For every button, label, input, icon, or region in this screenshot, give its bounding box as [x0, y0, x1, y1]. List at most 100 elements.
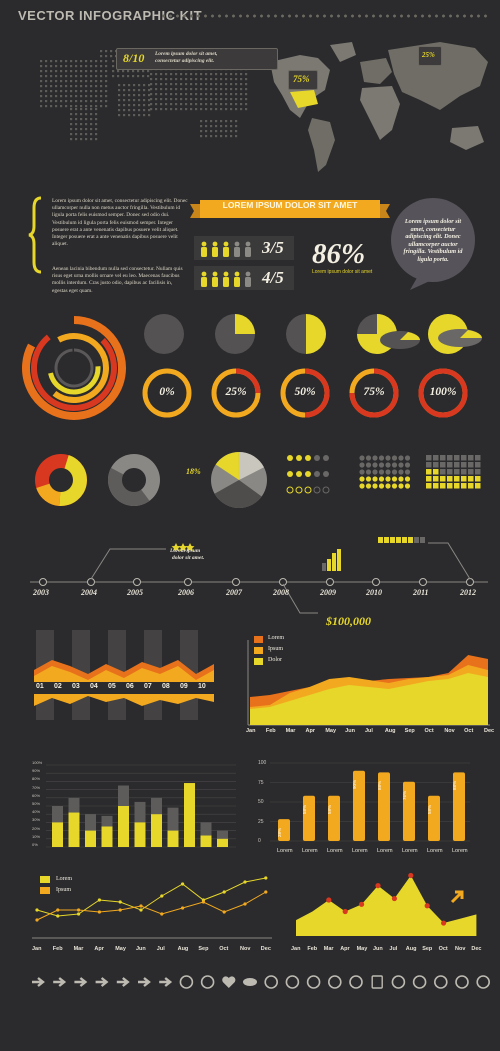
- person-body: [234, 247, 240, 257]
- map-dot: [45, 70, 48, 73]
- line-x-label: Sep: [198, 946, 209, 952]
- line-point: [118, 900, 122, 904]
- dot-grid-cell: [398, 476, 404, 482]
- map-dot: [55, 65, 58, 68]
- map-dot: [90, 108, 93, 111]
- map-dot: [165, 93, 168, 96]
- square-grid-cell: [454, 476, 460, 482]
- map-dot: [240, 93, 243, 96]
- person-body: [245, 277, 251, 287]
- map-dot: [200, 135, 203, 138]
- grid-icon: [296, 471, 302, 477]
- exclamation-icon: [433, 975, 448, 989]
- grid-icon: [323, 455, 329, 461]
- map-dot: [235, 83, 238, 86]
- map-dot: [45, 80, 48, 83]
- map-dot: [90, 100, 93, 103]
- map-dot: [230, 83, 233, 86]
- map-dot: [100, 60, 103, 63]
- map-dot: [90, 113, 93, 116]
- map-dot: [170, 103, 173, 106]
- dot-grid-cell: [385, 462, 391, 468]
- map-dot: [75, 123, 78, 126]
- legend-label: Lorem: [268, 635, 284, 641]
- bar-value-label: 90%: [352, 779, 357, 789]
- pie-3d-slice: [400, 332, 420, 340]
- square-grid-cell: [426, 483, 432, 489]
- dot-grid-cell: [391, 469, 398, 475]
- map-dot: [105, 50, 108, 53]
- map-dot: [60, 70, 63, 73]
- front-bar: [200, 835, 212, 847]
- area-x-label: 02: [54, 683, 62, 690]
- timeline-year: 2012: [460, 588, 476, 597]
- map-dot: [180, 108, 183, 111]
- map-dot: [220, 120, 223, 123]
- area-x-label: 08: [162, 683, 170, 690]
- map-dot: [112, 75, 115, 78]
- bar-category-label: Lorem: [327, 848, 343, 854]
- line-x-label: Oct: [219, 946, 229, 952]
- map-dot: [75, 133, 78, 136]
- map-dot: [200, 125, 203, 128]
- map-dot: [133, 84, 136, 87]
- square-grid-cell: [440, 469, 446, 475]
- mini-bar: [337, 549, 341, 571]
- map-dot: [235, 120, 238, 123]
- map-dot: [123, 99, 126, 102]
- bar-category-label: Lorem: [352, 848, 368, 854]
- map-dot: [55, 85, 58, 88]
- map-dot: [40, 80, 43, 83]
- arrow-right-thin-icon: [74, 977, 88, 987]
- map-dot: [70, 113, 73, 116]
- map-dot: [245, 83, 248, 86]
- map-dot: [65, 85, 68, 88]
- square-grid-cell: [461, 476, 467, 482]
- map-dot: [225, 130, 228, 133]
- map-dot: [70, 90, 73, 93]
- map-dot: [225, 125, 228, 128]
- map-dot: [45, 85, 48, 88]
- bar-category-label: Lorem: [377, 848, 393, 854]
- map-dot: [65, 105, 68, 108]
- timeline-node: [372, 578, 380, 586]
- map-dot: [160, 108, 163, 111]
- timeline-node: [87, 578, 95, 586]
- square-grid-cell: [426, 455, 432, 461]
- map-dot: [60, 95, 63, 98]
- map-dot: [65, 60, 68, 63]
- map-dot: [215, 130, 218, 133]
- south-america-shape: [308, 118, 335, 172]
- square-grid-cell: [461, 455, 467, 461]
- area-x-label: Sep: [404, 728, 415, 734]
- dot-grid-cell: [398, 455, 404, 461]
- dot-grid-cell: [391, 455, 398, 461]
- map-dot: [95, 100, 98, 103]
- map-dot: [50, 75, 53, 78]
- line-x-label: Aug: [177, 946, 189, 952]
- map-dot: [65, 100, 68, 103]
- map-dot: [112, 70, 115, 73]
- square-grid-cell: [454, 455, 460, 461]
- square-grid-cell: [433, 462, 439, 468]
- map-dot: [230, 93, 233, 96]
- legend-swatch: [40, 876, 50, 883]
- map-dot: [215, 135, 218, 138]
- person-head: [245, 241, 251, 247]
- area-x-label: Jun: [345, 728, 355, 734]
- map-dot: [225, 98, 228, 101]
- map-dot: [195, 78, 198, 81]
- area-x-label: Jun: [373, 946, 383, 952]
- ratio-2: 4/5: [262, 268, 284, 287]
- map-dot: [180, 78, 183, 81]
- map-dot: [235, 125, 238, 128]
- map-dot: [70, 100, 73, 103]
- map-dot: [100, 85, 103, 88]
- map-dot: [137, 75, 140, 78]
- front-bar: [184, 783, 195, 847]
- map-dot: [220, 83, 223, 86]
- map-dot: [245, 98, 248, 101]
- area-charts: [34, 630, 490, 726]
- map-dot: [122, 70, 125, 73]
- map-dot: [95, 138, 98, 141]
